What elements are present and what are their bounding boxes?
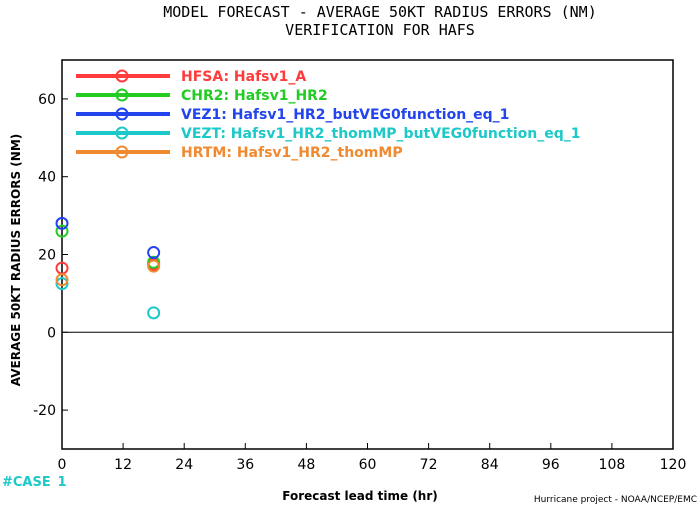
y-tick-label: 0 [47,325,56,341]
x-tick-label: 120 [660,457,687,473]
legend-marker [115,145,129,159]
y-axis: -20 0 20 40 60 [33,92,68,419]
legend-entry: VEZT: Hafsv1_HR2_thomMP_butVEG0function_… [181,126,581,142]
case-label: #CASE [2,475,51,490]
x-tick-label: 108 [599,457,626,473]
y-tick-label: 40 [38,170,56,186]
x-tick-label: 36 [236,457,254,473]
legend-marker [115,69,129,83]
chart-title: MODEL FORECAST - AVERAGE 50KT RADIUS ERR… [163,3,596,21]
legend: HFSA: Hafsv1_A CHR2: Hafsv1_HR2 VEZ1: Hafs… [76,69,581,161]
legend-entry: HRTM: Hafsv1_HR2_thomMP [181,145,403,161]
x-tick-label: 48 [297,457,315,473]
x-tick-label: 0 [58,457,67,473]
legend-marker [115,88,129,102]
data-point [55,273,69,287]
data-point [147,306,161,320]
y-axis-label: AVERAGE 50KT RADIUS ERRORS (NM) [9,134,23,386]
data-point [55,224,69,238]
legend-entry: HFSA: Hafsv1_A [181,69,306,85]
data-point [147,259,161,273]
x-tick-label: 60 [359,457,377,473]
legend-marker [115,107,129,121]
x-tick-label: 72 [420,457,438,473]
x-tick-label: 12 [114,457,132,473]
y-tick-label: -20 [33,403,56,419]
data-point [147,246,161,260]
legend-entry: CHR2: Hafsv1_HR2 [181,88,328,104]
x-tick-label: 96 [542,457,560,473]
case-counts: 1 [57,475,66,490]
x-axis-label: Forecast lead time (hr) [282,489,438,503]
data-point [55,277,69,291]
y-tick-label: 60 [38,92,56,108]
case-count: 1 [57,475,66,490]
legend-marker [115,126,129,140]
chart-subtitle: VERIFICATION FOR HAFS [285,21,475,39]
data-point [55,216,69,230]
legend-entry: VEZ1: Hafsv1_HR2_butVEG0function_eq_1 [181,107,509,123]
x-tick-label: 84 [481,457,499,473]
data-point [147,255,161,269]
x-axis: 0 12 24 36 48 60 72 84 96 108 120 [58,443,687,473]
data-points [55,216,161,320]
x-tick-label: 24 [175,457,193,473]
y-tick-label: 20 [38,248,56,264]
credit-text: Hurricane project - NOAA/NCEP/EMC [534,495,697,505]
